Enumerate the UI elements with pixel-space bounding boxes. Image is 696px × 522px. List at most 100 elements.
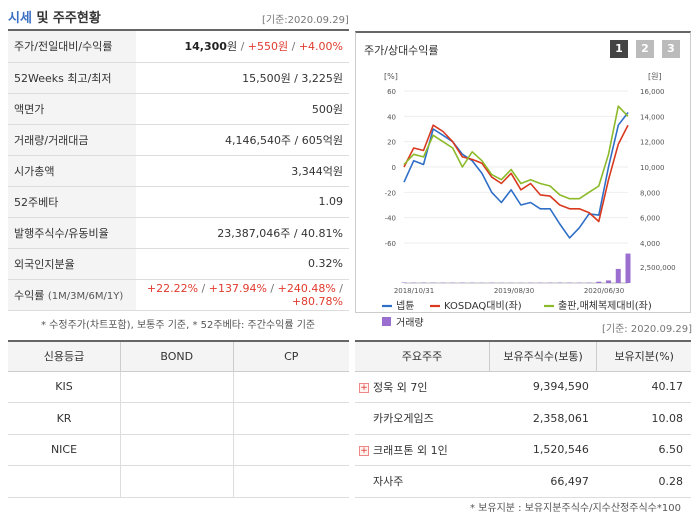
stat-label: 52주베타 <box>8 186 136 218</box>
volume-tick-label: 2,500,000 <box>640 264 676 272</box>
stat-value: 23,387,046주 / 40.81% <box>136 217 349 249</box>
holders-header: 보유지분(%) <box>596 340 691 372</box>
stat-value: 500원 <box>136 93 349 125</box>
credit-cp <box>233 371 349 403</box>
relative-return-chart: [%] [원] 60 40 20 0 -20 -40 -60 16,000 14,000 12,000… <box>382 72 676 329</box>
holder-pct: 10.08 <box>596 402 691 435</box>
holder-row: + 정욱 외 7인 9,394,590 40.17 <box>355 371 691 403</box>
chart-page-2-button[interactable]: 2 <box>636 40 654 58</box>
credit-row: KR <box>8 402 349 435</box>
holders-footnote: * 보유지분 : 보유지분주식수/지수산정주식수*100 <box>470 503 681 514</box>
volume-bar <box>596 281 602 283</box>
expand-plus-icon[interactable]: + <box>359 382 369 393</box>
credit-row: KIS <box>8 371 349 403</box>
credit-header: BOND <box>120 340 234 372</box>
credit-row <box>8 465 349 498</box>
credit-row: NICE <box>8 434 349 466</box>
holders-header: 주요주주 <box>355 340 490 372</box>
left-tick-label: -60 <box>385 240 396 248</box>
left-tick-label: 40 <box>387 113 396 121</box>
left-tick-label: 60 <box>387 88 396 96</box>
stat-row-return: 수익률 (1M/3M/6M/1Y) +22.22% / +137.94% / +… <box>8 279 349 311</box>
stat-row-beta: 52주베타 1.09 <box>8 186 349 218</box>
base-date: [기준:2020.09.29] <box>262 15 349 26</box>
stat-row-shares: 발행주식수/유동비율 23,387,046주 / 40.81% <box>8 217 349 249</box>
right-tick-label: 8,000 <box>640 189 660 197</box>
right-tick-label: 12,000 <box>640 139 665 147</box>
legend-s4-label: 거래량 <box>396 317 424 329</box>
holder-shares: 1,520,546 <box>489 434 597 466</box>
credit-bond <box>120 402 234 435</box>
stat-label: 거래량/거래대금 <box>8 124 136 156</box>
right-tick-label: 10,000 <box>640 164 665 172</box>
stat-label: 액면가 <box>8 93 136 125</box>
credit-header: CP <box>233 340 349 372</box>
holder-name: 카카오게임즈 <box>355 402 490 435</box>
volume-bar <box>615 268 621 283</box>
holder-pct: 0.28 <box>596 465 691 498</box>
left-tick-label: 20 <box>387 139 396 147</box>
chart-page-3-button[interactable]: 3 <box>662 40 680 58</box>
credit-agency <box>8 465 122 498</box>
holders-base-date: [기준: 2020.09.29] <box>602 324 693 335</box>
stat-label: 시가총액 <box>8 155 136 187</box>
holder-shares: 66,497 <box>489 465 597 498</box>
volume-bar <box>625 253 631 283</box>
stat-row-foreign: 외국인지분율 0.32% <box>8 248 349 280</box>
holder-pct: 6.50 <box>596 434 691 466</box>
holder-row: 자사주 66,497 0.28 <box>355 465 691 498</box>
left-tick-label: -20 <box>385 189 396 197</box>
volume-bar <box>401 282 407 283</box>
series-line-2 <box>403 124 629 223</box>
legend-s1-label: 넵튠 <box>396 300 414 312</box>
credit-agency: KIS <box>8 371 122 403</box>
stat-value: 3,344억원 <box>136 155 349 187</box>
left-tick-label: 0 <box>392 164 396 172</box>
credit-rating-table: 신용등급 BOND CP KIS KR NICE <box>8 340 349 498</box>
stats-footnote: * 수정주가(차트포함), 보통주 기준, * 52주베타: 주간수익률 기준 <box>41 320 316 331</box>
legend-s3-label: 출판,매체복제대비(좌) <box>558 300 652 312</box>
credit-agency: NICE <box>8 434 122 466</box>
holders-header: 보유주식수(보통) <box>489 340 598 372</box>
stat-value: 14,300원 / +550원 / +4.00% <box>136 31 349 63</box>
legend-s2-label: KOSDAQ대비(좌) <box>444 300 522 312</box>
section-title: 시세 및 주주현황 <box>8 11 101 26</box>
header-divider <box>8 29 349 31</box>
holder-shares: 9,394,590 <box>489 371 597 403</box>
stat-value: +22.22% / +137.94% / +240.48% / +80.78% <box>136 279 349 311</box>
holder-name: 자사주 <box>355 465 490 498</box>
x-tick-label: 2019/08/30 <box>494 287 534 295</box>
stat-row-par: 액면가 500원 <box>8 93 349 125</box>
legend-s4-swatch <box>382 317 391 326</box>
stat-row-volume: 거래량/거래대금 4,146,540주 / 605억원 <box>8 124 349 156</box>
series-line-3 <box>403 105 629 200</box>
holder-row: + 크래프톤 외 1인 1,520,546 6.50 <box>355 434 691 466</box>
left-axis-unit: [%] <box>384 72 398 81</box>
holder-row: 카카오게임즈 2,358,061 10.08 <box>355 402 691 435</box>
left-tick-label: -40 <box>385 215 396 223</box>
credit-cp <box>233 465 349 498</box>
stat-row-price: 주가/전일대비/수익률 14,300원 / +550원 / +4.00% <box>8 31 349 63</box>
right-tick-label: 4,000 <box>640 240 660 248</box>
stat-label: 발행주식수/유동비율 <box>8 217 136 249</box>
stat-label: 52Weeks 최고/최저 <box>8 62 136 94</box>
volume-bar <box>606 280 612 283</box>
stat-value: 0.32% <box>136 248 349 280</box>
holder-name[interactable]: + 정욱 외 7인 <box>355 371 490 403</box>
major-shareholders-table: 주요주주 보유주식수(보통) 보유지분(%) + 정욱 외 7인 9,394,59… <box>355 340 691 498</box>
stock-stats-table: 주가/전일대비/수익률 14,300원 / +550원 / +4.00% 52W… <box>8 31 349 311</box>
credit-cp <box>233 434 349 466</box>
right-tick-label: 16,000 <box>640 88 665 96</box>
stat-label: 수익률 (1M/3M/6M/1Y) <box>8 279 136 311</box>
chart-page-1-button[interactable]: 1 <box>610 40 628 58</box>
expand-plus-icon[interactable]: + <box>359 445 369 456</box>
x-tick-label: 2018/10/31 <box>394 287 434 295</box>
holder-name[interactable]: + 크래프톤 외 1인 <box>355 434 490 466</box>
stat-value: 1.09 <box>136 186 349 218</box>
stat-row-52w: 52Weeks 최고/최저 15,500원 / 3,225원 <box>8 62 349 94</box>
credit-bond <box>120 465 234 498</box>
stat-label: 외국인지분율 <box>8 248 136 280</box>
credit-header: 신용등급 <box>8 340 122 372</box>
stat-value: 15,500원 / 3,225원 <box>136 62 349 94</box>
credit-agency: KR <box>8 402 122 435</box>
